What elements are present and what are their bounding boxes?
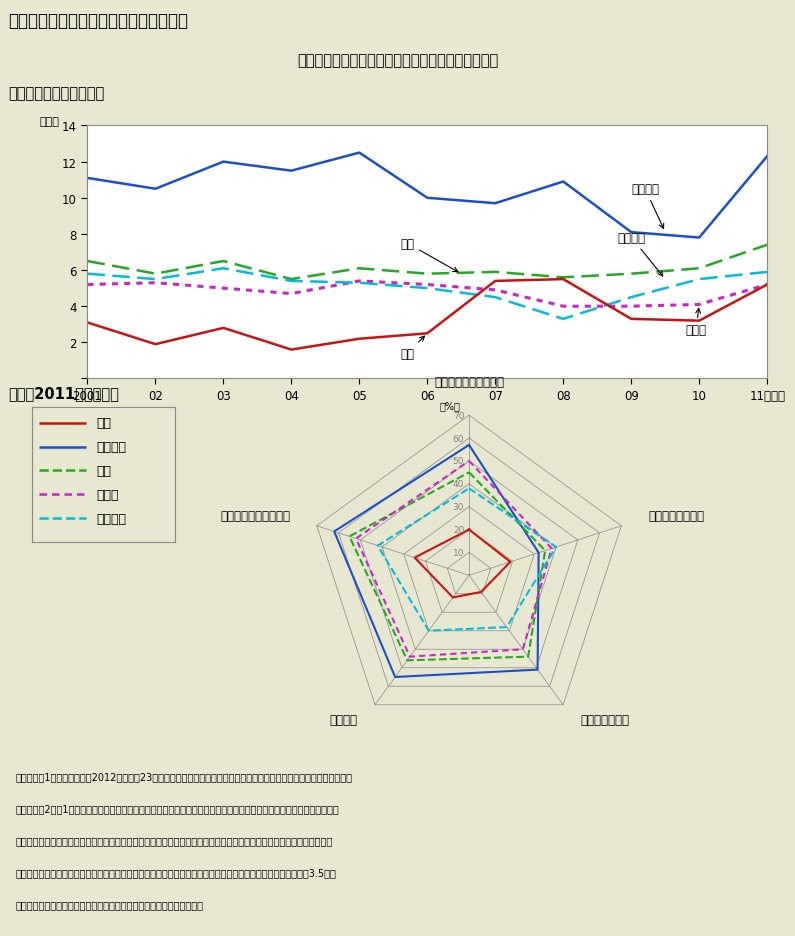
Text: 第１－３－７図　起業家精神の国際比較: 第１－３－７図 起業家精神の国際比較: [8, 12, 188, 30]
Text: 2．（1）の起業活動率とは、各国の起業活動の活発さをあらわす指標であり、具体的には、「スタートアップ: 2．（1）の起業活動率とは、各国の起業活動の活発さをあらわす指標であり、具体的に…: [16, 803, 339, 812]
Text: 日本: 日本: [400, 337, 425, 360]
Text: 60: 60: [452, 434, 464, 443]
Text: （%）: （%）: [440, 401, 460, 411]
Text: 30: 30: [452, 503, 464, 512]
Text: 70: 70: [452, 411, 464, 420]
Text: 経営能力: 経営能力: [329, 713, 358, 726]
Text: 日本: 日本: [96, 417, 111, 430]
Text: （独立・社内を問わず、新しいビジネスを始めるための準備を行っている個人で、まだ給与を受け取ってい: （独立・社内を問わず、新しいビジネスを始めるための準備を行っている個人で、まだ給…: [16, 835, 333, 845]
Text: ドイツ: ドイツ: [685, 309, 707, 337]
Text: フランス: フランス: [96, 512, 126, 525]
Text: （１）起業活動率の推移: （１）起業活動率の推移: [8, 86, 104, 101]
Text: フランス: フランス: [618, 232, 663, 277]
Text: 起業活動率は低いものの、このところ上向きの動き: 起業活動率は低いものの、このところ上向きの動き: [297, 53, 498, 68]
Text: （％）: （％）: [40, 117, 60, 126]
Text: 10: 10: [452, 548, 464, 557]
Text: 職業選択に対する評価: 職業選択に対する評価: [220, 509, 290, 522]
Text: 英国: 英国: [400, 238, 458, 272]
Text: 事業機会の認知: 事業機会の認知: [580, 713, 630, 726]
Text: 英国: 英国: [96, 464, 111, 477]
Text: 50: 50: [452, 457, 464, 466]
Text: 20: 20: [453, 525, 464, 534]
Text: （備考）　1．経済産業省（2012）「平成23年度創業・起業支援事業（起業家精神に関する調査）報告書」により作成。: （備考） 1．経済産業省（2012）「平成23年度創業・起業支援事業（起業家精神…: [16, 771, 353, 781]
Text: ない人）及び「ニュービジネス（すでに会社を所有している経営者で、はじめて給与を受け取って3.5年以: ない人）及び「ニュービジネス（すでに会社を所有している経営者で、はじめて給与を受…: [16, 867, 337, 877]
Text: 上経過していない人）」の合計の調査人数に占める割合。: 上経過していない人）」の合計の調査人数に占める割合。: [16, 899, 204, 909]
Text: アメリカ: アメリカ: [96, 441, 126, 454]
Text: 失敗に対する恐れ: 失敗に対する恐れ: [648, 509, 704, 522]
Text: アメリカ: アメリカ: [631, 183, 664, 229]
Text: （２）2011年度の比較: （２）2011年度の比較: [8, 386, 118, 401]
Text: 起業家の社会への浸透: 起業家の社会への浸透: [434, 375, 504, 388]
Text: 40: 40: [453, 480, 464, 489]
Text: ドイツ: ドイツ: [96, 489, 118, 501]
